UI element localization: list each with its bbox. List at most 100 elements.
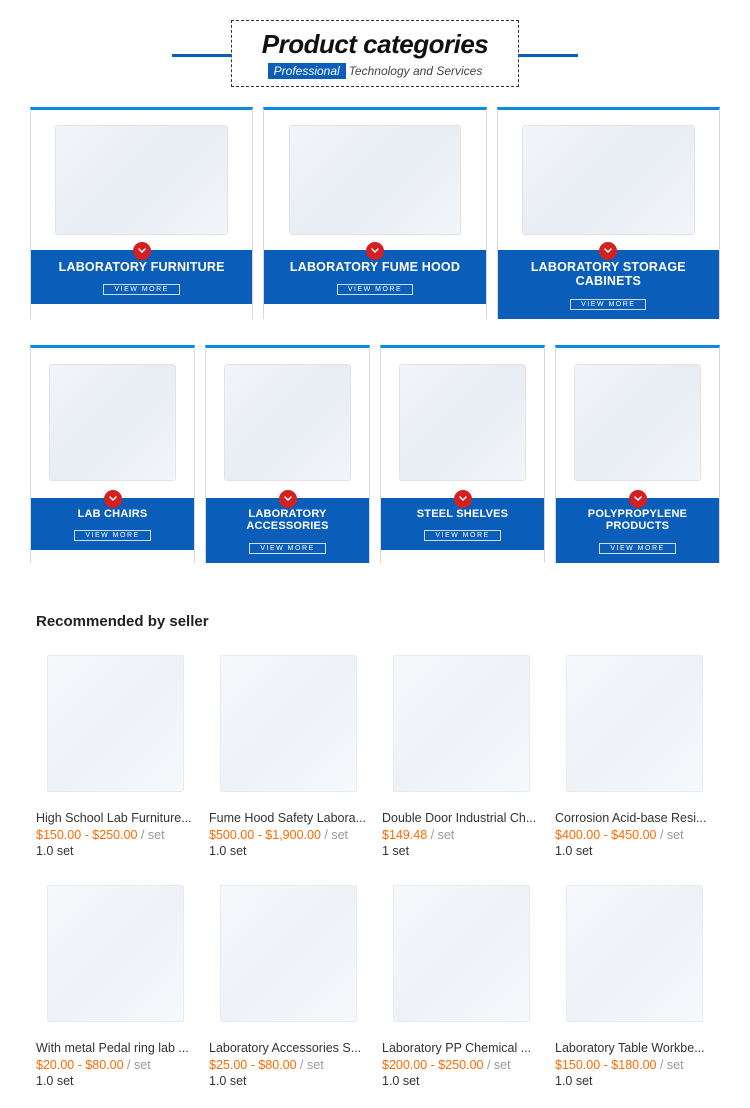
product-unit: / set	[483, 1058, 510, 1072]
subtitle-highlight: Professional	[268, 63, 346, 79]
product-image-placeholder	[566, 655, 703, 792]
category-title: LABORATORY STORAGE CABINETS	[502, 260, 715, 289]
page-title: Product categories	[262, 29, 489, 60]
category-title: LABORATORY FUME HOOD	[268, 260, 481, 274]
product-card[interactable]: Laboratory Table Workbe... $150.00 - $180…	[555, 874, 714, 1088]
product-image-placeholder	[224, 364, 351, 481]
product-image	[382, 874, 541, 1033]
category-title: LAB CHAIRS	[35, 508, 190, 521]
product-image-placeholder	[220, 655, 357, 792]
product-price-row: $200.00 - $250.00 / set	[382, 1058, 541, 1072]
subtitle-rest: Technology and Services	[349, 64, 483, 78]
category-image	[556, 348, 719, 498]
product-price-row: $150.00 - $180.00 / set	[555, 1058, 714, 1072]
chevron-down-icon	[454, 490, 472, 508]
product-moq: 1.0 set	[36, 1074, 195, 1088]
product-card[interactable]: High School Lab Furniture...$150.00 - $2…	[36, 644, 195, 858]
product-card[interactable]: Fume Hood Safety Labora... $500.00 - $1,9…	[209, 644, 368, 858]
product-moq: 1.0 set	[382, 1074, 541, 1088]
category-title: LABORATORY ACCESSORIES	[210, 508, 365, 533]
product-image-placeholder	[399, 364, 526, 481]
header-decoration-right	[518, 54, 578, 57]
recommended-section: Recommended by seller High School Lab Fu…	[0, 583, 750, 1108]
category-image	[264, 110, 485, 250]
product-unit: / set	[656, 1058, 683, 1072]
page-header: Product categories ProfessionalTechnolog…	[0, 0, 750, 101]
product-moq: 1.0 set	[209, 844, 368, 858]
product-name: With metal Pedal ring lab ...	[36, 1041, 195, 1055]
product-card[interactable]: Corrosion Acid-base Resi... $400.00 - $45…	[555, 644, 714, 858]
product-unit: / set	[656, 828, 683, 842]
category-card[interactable]: POLYPROPYLENE PRODUCTSVIEW MORE	[555, 345, 720, 563]
product-moq: 1 set	[382, 844, 541, 858]
header-decoration-left	[172, 54, 232, 57]
product-moq: 1.0 set	[555, 1074, 714, 1088]
chevron-down-icon	[133, 242, 151, 260]
product-image	[555, 644, 714, 803]
product-image-placeholder	[55, 125, 228, 234]
chevron-down-icon	[279, 490, 297, 508]
product-name: Laboratory Table Workbe...	[555, 1041, 714, 1055]
product-card[interactable]: Laboratory PP Chemical ... $200.00 - $250…	[382, 874, 541, 1088]
product-unit: / set	[297, 1058, 324, 1072]
product-price-row: $20.00 - $80.00 / set	[36, 1058, 195, 1072]
product-card[interactable]: Double Door Industrial Ch...$149.48 / se…	[382, 644, 541, 858]
product-image-placeholder	[574, 364, 701, 481]
category-image	[31, 348, 194, 498]
view-more-button[interactable]: VIEW MORE	[424, 530, 500, 541]
product-card[interactable]: With metal Pedal ring lab ... $20.00 - $8…	[36, 874, 195, 1088]
view-more-button[interactable]: VIEW MORE	[570, 299, 646, 310]
category-card[interactable]: LABORATORY ACCESSORIES VIEW MORE	[205, 345, 370, 563]
product-price-row: $150.00 - $250.00 / set	[36, 828, 195, 842]
product-unit: / set	[124, 1058, 151, 1072]
view-more-button[interactable]: VIEW MORE	[599, 543, 675, 554]
product-image-placeholder	[393, 655, 530, 792]
product-image-placeholder	[47, 655, 184, 792]
view-more-button[interactable]: VIEW MORE	[249, 543, 325, 554]
chevron-down-icon	[104, 490, 122, 508]
category-image	[206, 348, 369, 498]
product-price: $149.48	[382, 828, 427, 842]
category-grid-row1: LABORATORY FURNITUREVIEW MORELABORATORY …	[0, 101, 750, 339]
product-name: Corrosion Acid-base Resi...	[555, 811, 714, 825]
chevron-down-icon	[599, 242, 617, 260]
category-card[interactable]: LABORATORY FURNITURE VIEW MORE	[30, 107, 253, 319]
recommended-grid: High School Lab Furniture...$150.00 - $2…	[36, 644, 714, 1088]
view-more-button[interactable]: VIEW MORE	[337, 284, 413, 295]
product-price: $150.00 - $250.00	[36, 828, 137, 842]
product-card[interactable]: Laboratory Accessories S... $25.00 - $80.…	[209, 874, 368, 1088]
category-title: LABORATORY FURNITURE	[35, 260, 248, 274]
product-price-row: $400.00 - $450.00 / set	[555, 828, 714, 842]
product-price: $500.00 - $1,900.00	[209, 828, 321, 842]
category-card[interactable]: LAB CHAIRS VIEW MORE	[30, 345, 195, 563]
product-image	[36, 644, 195, 803]
product-name: Fume Hood Safety Labora...	[209, 811, 368, 825]
view-more-button[interactable]: VIEW MORE	[74, 530, 150, 541]
recommended-heading: Recommended by seller	[36, 613, 714, 630]
category-card[interactable]: LABORATORY STORAGE CABINETS VIEW MORE	[497, 107, 720, 319]
product-price: $200.00 - $250.00	[382, 1058, 483, 1072]
product-image-placeholder	[47, 885, 184, 1022]
page-subtitle: ProfessionalTechnology and Services	[262, 64, 489, 78]
category-card[interactable]: STEEL SHELVES VIEW MORE	[380, 345, 545, 563]
product-image-placeholder	[49, 364, 176, 481]
product-image-placeholder	[220, 885, 357, 1022]
product-unit: / set	[137, 828, 164, 842]
product-price: $25.00 - $80.00	[209, 1058, 297, 1072]
product-image-placeholder	[566, 885, 703, 1022]
product-name: Laboratory Accessories S...	[209, 1041, 368, 1055]
product-unit: / set	[427, 828, 454, 842]
product-image	[382, 644, 541, 803]
category-image	[498, 110, 719, 250]
product-image	[209, 644, 368, 803]
chevron-down-icon	[366, 242, 384, 260]
category-card[interactable]: LABORATORY FUME HOOD VIEW MORE	[263, 107, 486, 319]
product-moq: 1.0 set	[209, 1074, 368, 1088]
view-more-button[interactable]: VIEW MORE	[103, 284, 179, 295]
product-moq: 1.0 set	[555, 844, 714, 858]
category-title: STEEL SHELVES	[385, 508, 540, 521]
product-price: $20.00 - $80.00	[36, 1058, 124, 1072]
product-name: Laboratory PP Chemical ...	[382, 1041, 541, 1055]
product-price-row: $149.48 / set	[382, 828, 541, 842]
product-image	[555, 874, 714, 1033]
